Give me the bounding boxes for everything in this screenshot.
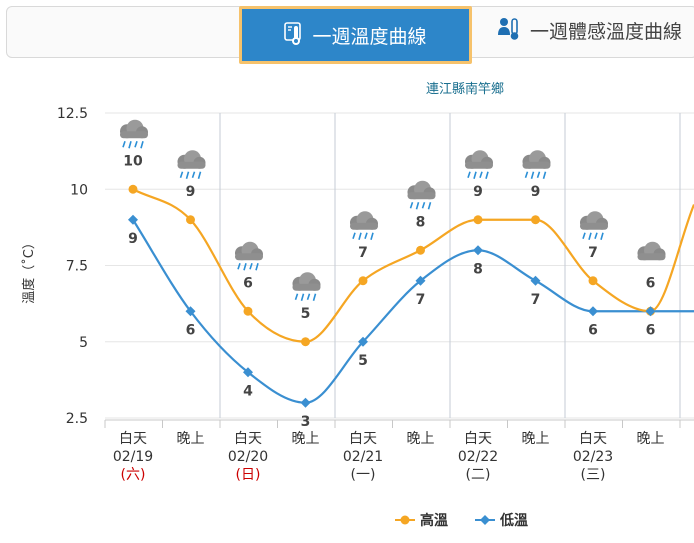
tab-label: 一週體感溫度曲線 [529, 20, 682, 43]
low-temp-point [128, 214, 138, 225]
low-temp-label: 7 [531, 292, 541, 308]
rain-cloud-icon [292, 272, 321, 301]
low-temp-label: 6 [186, 322, 196, 338]
low-temp-point [300, 397, 311, 408]
low-temp-label: 3 [301, 414, 311, 430]
high-temp-point [416, 245, 425, 255]
low-temp-point [415, 275, 426, 286]
high-temp-point [243, 306, 253, 316]
x-date-label: 02/22 [458, 449, 498, 465]
low-temp-label: 4 [243, 383, 253, 399]
high-temp-point [358, 276, 368, 286]
x-weekday-label: (三) [581, 467, 606, 483]
tab-weekly-temperature[interactable]: 一週溫度曲線 [239, 6, 472, 64]
high-temp-point [531, 215, 540, 225]
x-tick-label: 白天 [234, 431, 262, 447]
low-temp-point [185, 306, 196, 317]
low-temp-point [358, 336, 368, 347]
y-tick-label: 7.5 [66, 259, 88, 275]
low-temp-label: 6 [588, 322, 598, 338]
high-temp-point [588, 276, 598, 286]
x-weekday-label: (一) [351, 467, 376, 483]
high-temp-label: 9 [473, 184, 483, 200]
y-tick-label: 12.5 [57, 106, 88, 122]
x-weekday-label: (二) [466, 467, 491, 483]
high-temp-label: 5 [301, 306, 311, 322]
x-date-label: 02/23 [573, 449, 613, 465]
legend-high-label: 高溫 [420, 512, 448, 529]
y-axis-label: 溫度（˚C） [21, 236, 37, 304]
legend-high-marker [400, 515, 410, 525]
y-tick-label: 10 [70, 182, 88, 198]
x-tick-label: 晚上 [637, 431, 665, 447]
chart-title: 連江縣南竿鄉 [426, 81, 504, 97]
low-temp-label: 6 [646, 322, 656, 338]
x-tick-label: 白天 [119, 431, 147, 447]
x-date-label: 02/20 [228, 449, 268, 465]
x-tick-label: 晚上 [407, 431, 435, 447]
rain-cloud-icon [120, 119, 148, 149]
rain-cloud-icon [350, 211, 378, 240]
low-temp-point [243, 367, 253, 378]
rain-cloud-icon [177, 150, 206, 179]
tab-bar: 一週溫度曲線 一週體感溫度曲線 [6, 6, 694, 64]
low-temp-point [588, 306, 598, 317]
high-temp-label: 9 [186, 184, 196, 200]
rain-cloud-icon [580, 211, 608, 240]
rain-cloud-icon [522, 150, 551, 179]
legend-low-marker [480, 515, 490, 525]
rain-cloud-icon [235, 241, 263, 271]
low-temp-label: 9 [128, 231, 138, 247]
high-temp-label: 6 [646, 275, 656, 291]
x-tick-label: 晚上 [522, 431, 550, 447]
high-temp-label: 6 [243, 275, 253, 291]
high-temp-point [128, 184, 138, 194]
high-temp-label: 7 [588, 245, 598, 261]
x-tick-label: 晚上 [292, 431, 320, 447]
y-tick-label: 2.5 [66, 411, 88, 427]
x-date-label: 02/21 [343, 449, 383, 465]
high-temp-label: 7 [358, 245, 368, 261]
high-temp-point [186, 215, 195, 225]
high-temp-point [473, 215, 483, 225]
legend-low-label: 低溫 [499, 512, 528, 529]
low-temp-label: 5 [358, 353, 368, 369]
cloud-icon [637, 241, 666, 261]
low-temp-label: 8 [473, 261, 483, 277]
x-tick-label: 白天 [579, 431, 607, 447]
low-temp-label: 7 [416, 292, 426, 308]
tab-weekly-apparent-temperature[interactable]: 一週體感溫度曲線 [483, 1, 694, 59]
high-temp-point [301, 337, 310, 347]
low-temp-point [530, 275, 541, 286]
rain-cloud-icon [407, 180, 436, 210]
x-weekday-label: (日) [236, 467, 261, 483]
low-temp-point [473, 245, 483, 256]
person-thermometer-icon [497, 17, 520, 43]
y-tick-label: 5 [79, 335, 88, 351]
low-temp-point [645, 306, 656, 317]
tab-label: 一週溫度曲線 [312, 25, 427, 48]
x-weekday-label: (六) [121, 467, 146, 483]
high-temp-label: 9 [531, 184, 541, 200]
x-tick-label: 白天 [464, 431, 492, 447]
low-temp-line [132, 219, 694, 404]
high-temp-label: 8 [416, 214, 426, 230]
high-temp-label: 10 [123, 153, 143, 169]
x-tick-label: 白天 [349, 431, 377, 447]
thermometer-card-icon [284, 22, 302, 48]
x-date-label: 02/19 [113, 449, 153, 465]
x-tick-label: 晚上 [177, 431, 205, 447]
rain-cloud-icon [465, 150, 493, 179]
